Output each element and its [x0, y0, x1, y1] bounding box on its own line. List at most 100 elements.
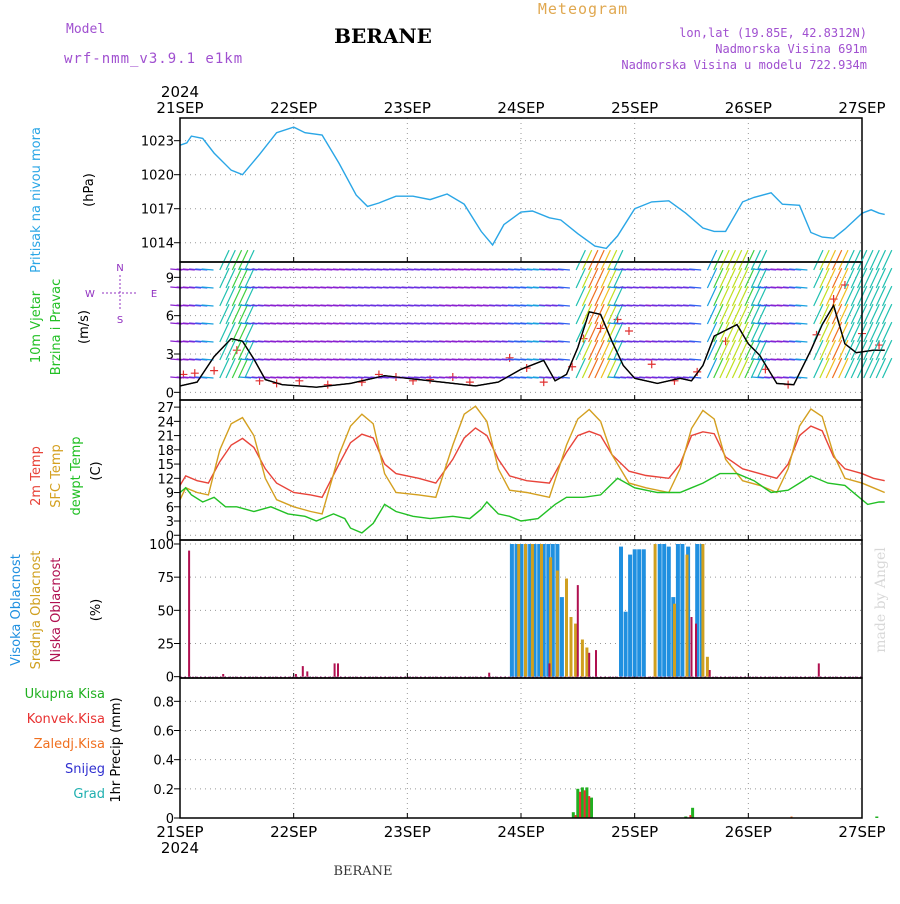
legend-item: Ukupna Kisa: [25, 687, 105, 702]
wind-arrow: [557, 304, 570, 307]
y-tick-label: 3: [166, 515, 174, 530]
bar: [579, 791, 582, 819]
wind-arrow: [689, 340, 702, 343]
wind-arrow: [600, 357, 611, 379]
wind-arrow: [606, 267, 618, 289]
elevation-text: Nadmorska Visina 691m: [715, 42, 867, 56]
panel-cloud: 0 25 50 75 100 Visoka Oblacnost Srednja Oblacn…: [9, 538, 863, 686]
y-tick-label: 27: [157, 401, 174, 416]
wind-arrow: [689, 268, 702, 271]
bar: [559, 597, 564, 677]
wind-arrow: [713, 285, 724, 307]
y-tick-label: 9: [166, 487, 174, 502]
year-bottom: 2024: [161, 839, 199, 857]
wind-arrow: [795, 322, 808, 325]
lonlat-text: lon,lat (19.85E, 42.8312N): [679, 26, 867, 40]
compass-east: E: [151, 289, 157, 300]
direction-marker: [693, 367, 702, 376]
y-tick-label: 1020: [141, 169, 174, 184]
wind-arrow: [881, 303, 893, 325]
wind-arrow: [594, 249, 605, 271]
bar: [653, 544, 657, 677]
wind-arrow: [237, 249, 249, 271]
wind-arrow: [719, 303, 730, 325]
wind-arrow: [750, 339, 762, 361]
bar: [623, 611, 628, 677]
wind-arrow: [225, 267, 236, 289]
bar: [690, 617, 693, 677]
wind-arrow: [575, 321, 586, 343]
wind-arrow: [881, 321, 893, 343]
wind-arrow: [588, 285, 599, 307]
wind-arrow: [831, 339, 843, 361]
wind-arrow: [738, 321, 749, 343]
series-line-1: [179, 405, 885, 515]
x-tick-label-bottom: 27SEP: [838, 823, 885, 841]
x-tick-label-bottom: 21SEP: [156, 823, 203, 841]
wind-arrow: [201, 322, 214, 325]
y-tick-label: 0.8: [153, 695, 174, 710]
compass-cross: [102, 275, 138, 311]
wind-arrow: [713, 249, 724, 271]
axis-label: 1hr Precip (mm): [109, 697, 124, 802]
wind-arrow: [725, 357, 737, 379]
x-tick-label-bottom: 25SEP: [611, 823, 658, 841]
bar: [708, 670, 711, 677]
wind-arrow: [244, 267, 255, 289]
wind-arrow: [581, 303, 593, 325]
y-tick-label: 3: [166, 348, 174, 363]
wind-arrow: [850, 357, 862, 379]
wind-arrow: [219, 303, 230, 325]
wind-arrow: [237, 357, 249, 379]
wind-arrow: [600, 267, 611, 289]
wind-arrow: [756, 285, 768, 307]
bar: [555, 570, 559, 677]
bar: [540, 544, 543, 677]
wind-arrow: [750, 267, 762, 289]
wind-arrow: [795, 268, 808, 271]
y-tick-label: 1014: [141, 237, 174, 252]
wind-arrow: [869, 285, 880, 307]
wind-arrow: [231, 285, 243, 307]
wind-arrow: [225, 249, 236, 271]
wind-arrow: [863, 267, 874, 289]
wind-arrow: [706, 357, 718, 379]
direction-marker: [505, 353, 514, 362]
wind-arrow: [744, 303, 755, 325]
wind-arrow: [244, 285, 255, 307]
wind-arrow: [557, 340, 570, 343]
wind-arrow: [844, 357, 855, 379]
wind-arrow: [719, 285, 730, 307]
bar: [519, 544, 523, 677]
wind-arrow: [588, 321, 599, 343]
wind-arrow: [713, 339, 724, 361]
bar: [628, 554, 633, 677]
bar: [695, 544, 700, 677]
y-tick-label: 0.6: [153, 725, 174, 740]
wind-arrow: [225, 339, 236, 361]
wind-arrow: [588, 339, 599, 361]
wind-arrow: [881, 249, 893, 271]
wind-arrow: [750, 249, 762, 271]
wind-arrow: [201, 304, 214, 307]
wind-arrow: [756, 339, 768, 361]
x-tick-label-top: 26SEP: [725, 99, 772, 117]
wind-arrow: [869, 321, 880, 343]
bar: [580, 639, 584, 677]
y-tick-label: 24: [157, 415, 174, 430]
wind-arrow: [756, 249, 768, 271]
wind-arrow: [744, 285, 755, 307]
wind-arrow: [706, 321, 718, 343]
wind-arrow: [875, 357, 887, 379]
wind-arrow: [750, 285, 762, 307]
wind-arrow: [838, 339, 849, 361]
wind-arrow: [819, 339, 830, 361]
wind-arrow: [231, 267, 243, 289]
wind-arrow: [581, 267, 593, 289]
wind-arrow: [244, 357, 255, 379]
wind-arrow: [813, 339, 824, 361]
wind-arrow: [819, 267, 830, 289]
compass-south: S: [117, 315, 123, 326]
wind-arrow: [831, 303, 843, 325]
